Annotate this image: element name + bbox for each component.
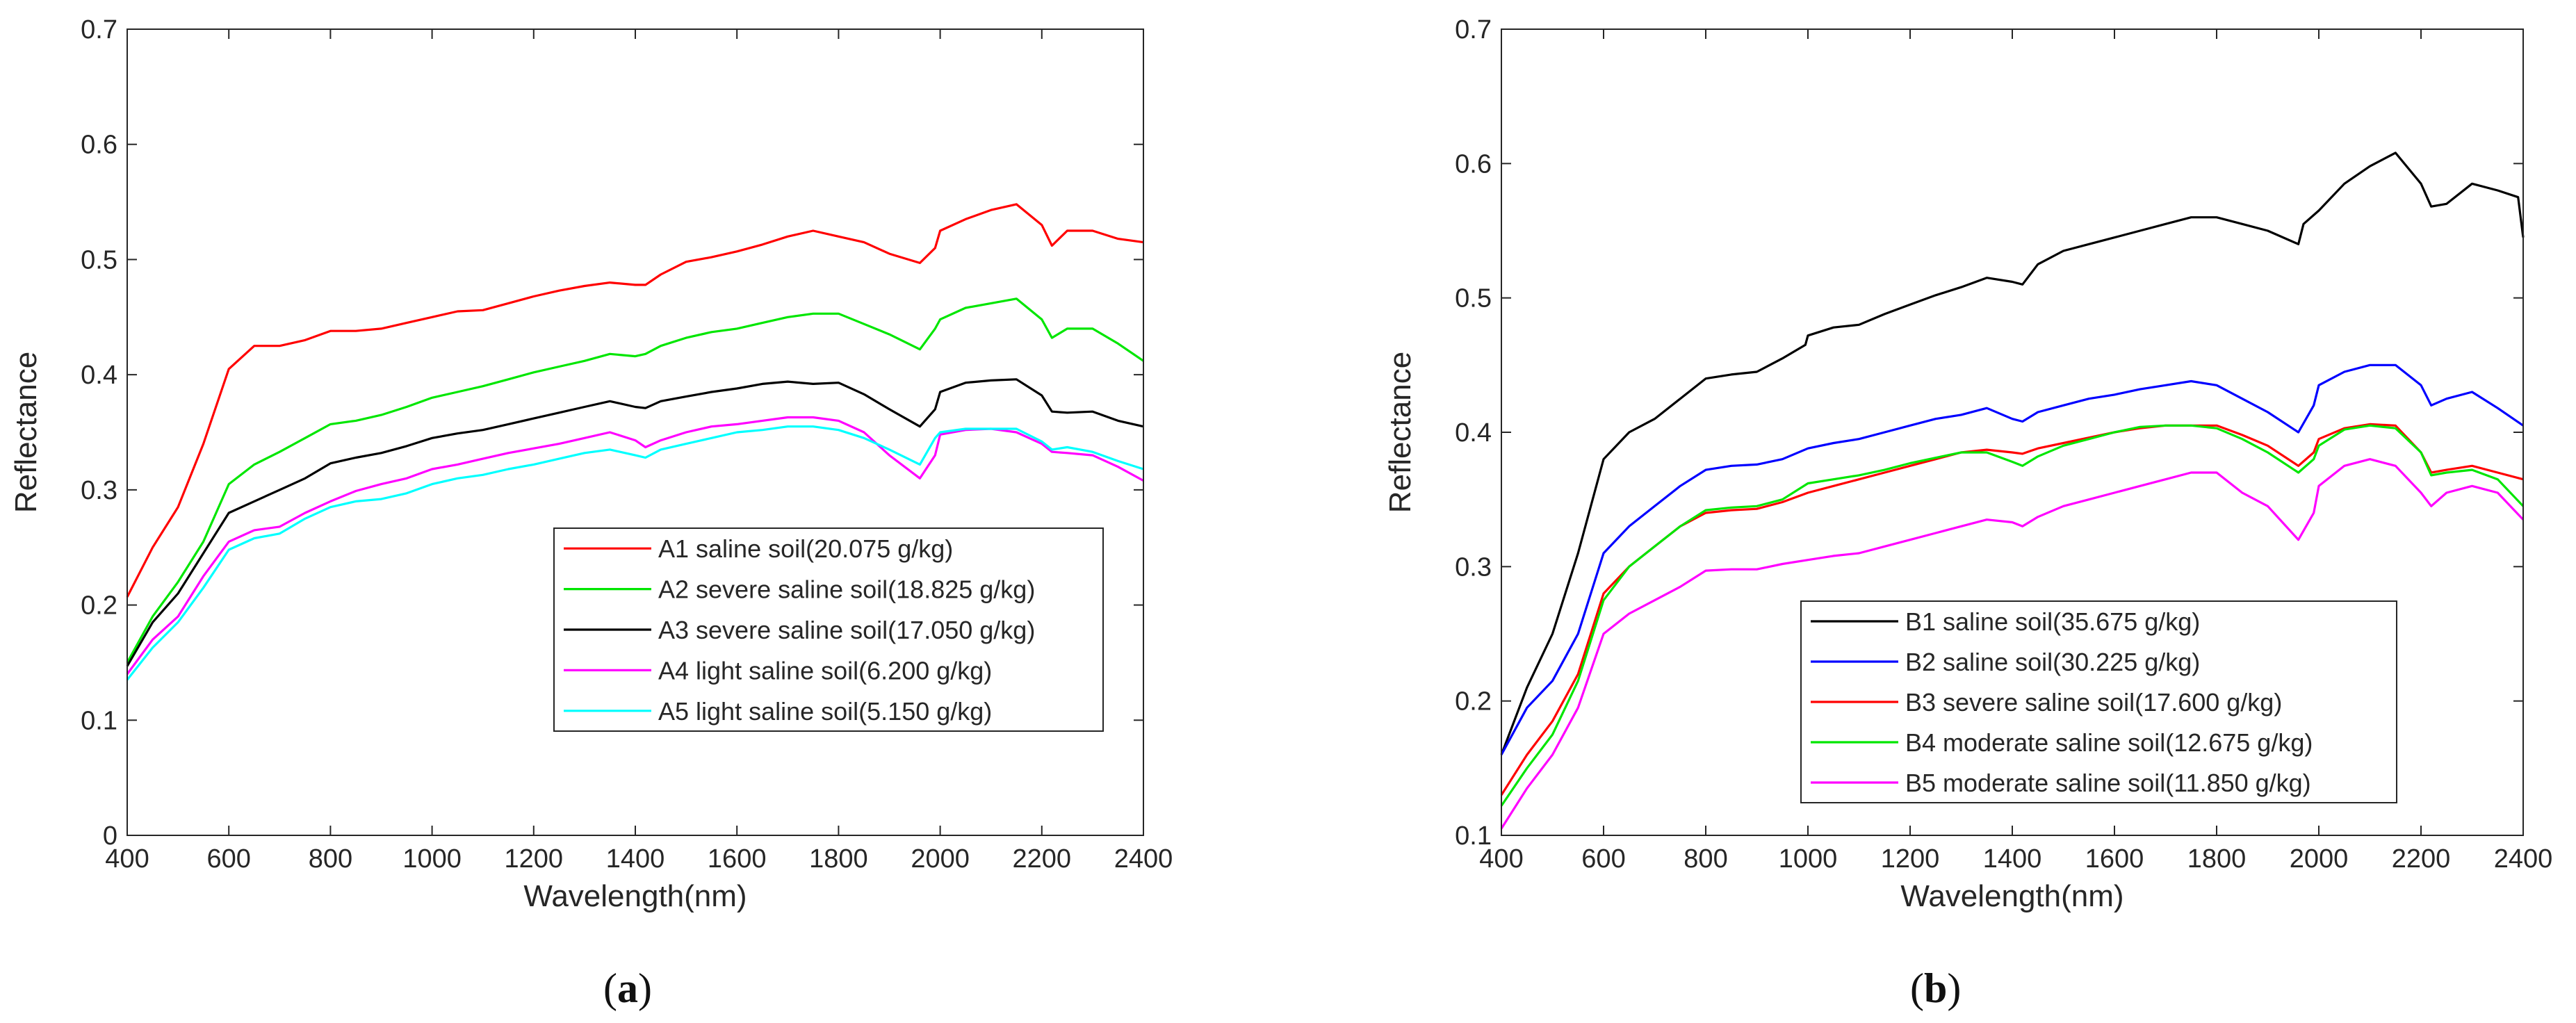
panel-a-x-tick-label: 2000	[911, 844, 970, 874]
panel-a-caption: (a)	[603, 965, 652, 1011]
panel-b-y-tick-label: 0.5	[1455, 284, 1492, 313]
panel-a-y-tick-label: 0.7	[81, 15, 117, 44]
panel-a-y-tick-label: 0.1	[81, 706, 117, 735]
chart-panel-b: 400 600 800 1000 1200 1400 1600 1800 2000 2200 240…	[1383, 15, 2553, 913]
panel-b-y-tick-label: 0.3	[1455, 553, 1492, 582]
chart-panel-a: 400 600 800 1000 1200 1400 1600 1800 2000 2200 240…	[9, 15, 1173, 913]
panel-b-series-line-4	[1500, 424, 2525, 807]
panel-a-x-tick-label: 2200	[1013, 844, 1072, 874]
panel-b-legend-entry-5: B5 moderate saline soil(11.850 g/kg)	[1905, 769, 2311, 797]
panel-b-x-tick-label: 400	[1479, 844, 1523, 874]
panel-a-y-tick-label: 0.6	[81, 131, 117, 160]
panel-b-series-line-2	[1500, 363, 2524, 755]
panel-b-x-tick-label: 1200	[1881, 844, 1940, 874]
panel-a-y-tick-label: 0.3	[81, 476, 117, 505]
panel-b-legend-entry-1: B1 saline soil(35.675 g/kg)	[1905, 607, 2200, 636]
panel-a-x-tick-label: 1400	[606, 844, 665, 874]
panel-b-y-tick-label: 0.1	[1455, 821, 1492, 851]
panel-a-x-tick-label: 1600	[708, 844, 767, 874]
panel-a-legend-entry-4: A4 light saline soil(6.200 g/kg)	[658, 656, 992, 685]
panel-b-legend-entry-4: B4 moderate saline soil(12.675 g/kg)	[1905, 728, 2313, 757]
panel-b-y-tick-label: 0.4	[1455, 418, 1492, 448]
panel-a-y-axis-label: Reflectance	[9, 352, 43, 513]
panel-b-legend-box	[1800, 600, 2397, 803]
panel-b-x-tick-label: 2400	[2494, 844, 2553, 874]
panel-b-x-tick-label: 800	[1684, 844, 1727, 874]
panel-a-y-tick-label: 0	[103, 821, 117, 851]
panel-a-series-line-3	[126, 378, 1144, 667]
panel-b-y-tick-label: 0.7	[1455, 15, 1492, 44]
panel-a-x-tick-label: 400	[105, 844, 149, 874]
panel-a-legend-entry-3: A3 severe saline soil(17.050 g/kg)	[658, 616, 1035, 644]
panel-b-x-tick-label: 1600	[2085, 844, 2144, 874]
panel-b-letter: b	[1923, 965, 1948, 1011]
panel-b-x-tick-label: 2000	[2290, 844, 2349, 874]
panel-b-y-tick-label: 0.2	[1455, 687, 1492, 717]
panel-b-series-line-5	[1500, 458, 2525, 830]
panel-b-x-tick-label: 1000	[1779, 844, 1838, 874]
panel-a-legend-entry-5: A5 light saline soil(5.150 g/kg)	[658, 697, 992, 726]
panel-b-x-tick-label: 2200	[2392, 844, 2451, 874]
panel-a-series-line-2	[126, 297, 1144, 664]
panel-b-x-tick-label: 600	[1581, 844, 1625, 874]
panel-a-x-tick-label: 1200	[505, 844, 564, 874]
panel-a-x-axis-label: Wavelength(nm)	[523, 879, 747, 913]
panel-b-y-tick-label: 0.6	[1455, 149, 1492, 179]
panel-b-y-axis-label: Reflectance	[1383, 352, 1417, 513]
panel-a-y-tick-label: 0.4	[81, 361, 117, 390]
panel-a-series-line-5	[126, 425, 1144, 681]
panel-b-x-axis-label: Wavelength(nm)	[1900, 879, 2123, 913]
panel-a-x-tick-label: 1000	[402, 844, 462, 874]
panel-a-legend-entry-2: A2 severe saline soil(18.825 g/kg)	[658, 575, 1035, 604]
panel-b-legend-entry-3: B3 severe saline soil(17.600 g/kg)	[1905, 688, 2282, 717]
panel-a-x-tick-label: 1800	[809, 844, 868, 874]
panel-a-legend-entry-1: A1 saline soil(20.075 g/kg)	[658, 534, 953, 563]
panel-b-x-tick-label: 1800	[2187, 844, 2247, 874]
panel-b-series-line-1	[1500, 152, 2525, 755]
panel-a-series-line-1	[126, 203, 1144, 598]
panel-a-letter: a	[617, 965, 638, 1011]
panel-b-caption: (b)	[1910, 965, 1962, 1011]
panel-b-x-tick-label: 1400	[1983, 844, 2042, 874]
panel-a-x-tick-label: 800	[309, 844, 352, 874]
panel-b-legend-entry-2: B2 saline soil(30.225 g/kg)	[1905, 648, 2200, 676]
panel-a-x-tick-label: 2400	[1114, 844, 1173, 874]
panel-a-x-tick-label: 600	[206, 844, 250, 874]
panel-a-y-tick-label: 0.5	[81, 245, 117, 275]
panel-a-y-tick-label: 0.2	[81, 591, 117, 621]
